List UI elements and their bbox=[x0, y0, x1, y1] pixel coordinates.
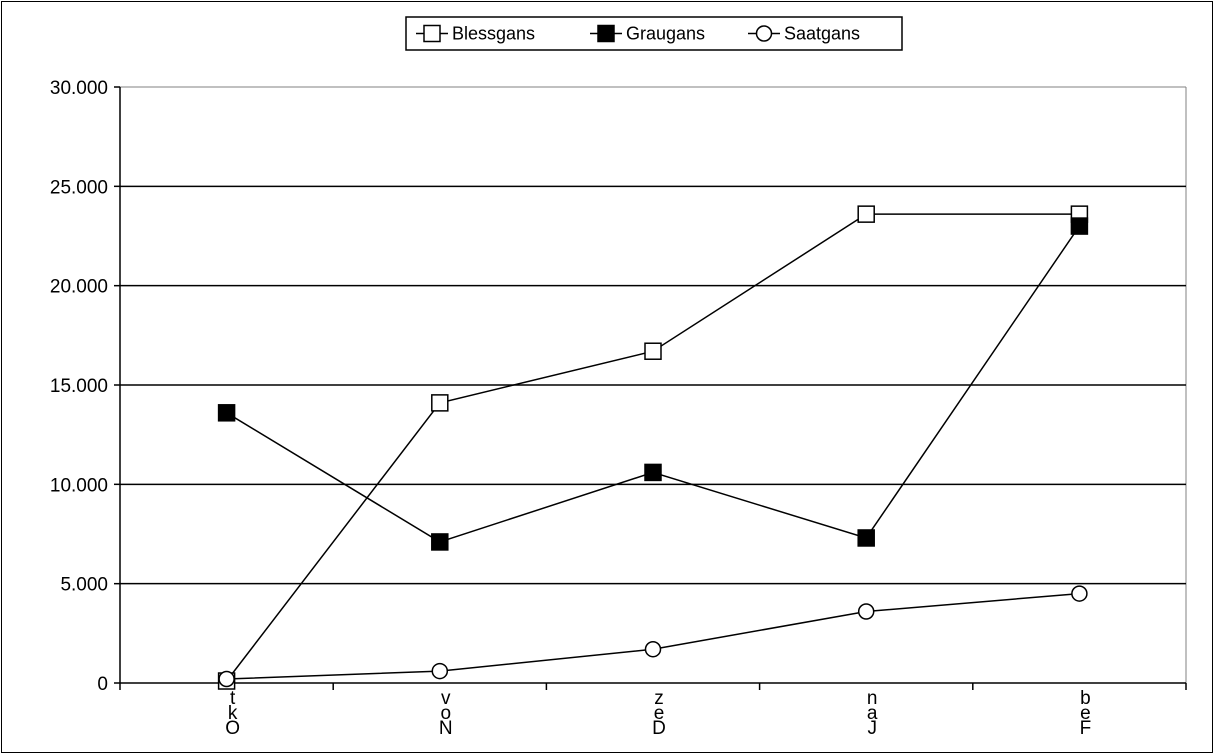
series-line bbox=[226, 225, 1081, 543]
legend-marker bbox=[423, 24, 441, 43]
x-category-label-char: F bbox=[1080, 718, 1092, 739]
data-point bbox=[1070, 217, 1089, 235]
x-category-label-char: v bbox=[441, 688, 451, 709]
axes: 0 5.000 10.000 15.000 20.000 25.000 30.000 tkOv… bbox=[50, 78, 1187, 739]
data-point bbox=[218, 670, 235, 688]
x-category-label-char: e bbox=[1080, 703, 1091, 724]
legend-box bbox=[405, 16, 903, 51]
x-category-label-char: D bbox=[652, 718, 666, 739]
x-category-label-char: o bbox=[441, 703, 452, 724]
data-point bbox=[1071, 585, 1088, 602]
y-tick-label: 30.000 bbox=[50, 78, 108, 99]
y-tick-label: 5.000 bbox=[60, 575, 108, 596]
data-point bbox=[644, 342, 662, 360]
x-category-label-char: k bbox=[228, 703, 238, 724]
grid-lines bbox=[120, 86, 1187, 683]
legend-label: Saatgans bbox=[784, 24, 860, 44]
data-point bbox=[431, 533, 449, 551]
legend-marker bbox=[597, 24, 615, 43]
series-saatgans bbox=[218, 585, 1088, 688]
series-line bbox=[226, 213, 1080, 682]
series-blessgans bbox=[217, 205, 1089, 690]
legend-label: Blessgans bbox=[452, 24, 535, 44]
data-point bbox=[857, 205, 875, 223]
y-tick-label: 0 bbox=[97, 674, 108, 695]
y-tick-label: 20.000 bbox=[50, 277, 108, 298]
legend-label: Graugans bbox=[626, 24, 705, 44]
data-point bbox=[217, 404, 236, 422]
data-point bbox=[431, 394, 449, 412]
data-point bbox=[431, 662, 449, 680]
x-category-label-char: O bbox=[225, 718, 240, 739]
legend: Blessgans Graugans Saatgans bbox=[405, 16, 903, 51]
series-lines bbox=[217, 205, 1089, 690]
x-category-label-char: b bbox=[1080, 688, 1091, 709]
x-category-label-char: N bbox=[439, 718, 453, 739]
x-category-label-char: J bbox=[867, 718, 877, 739]
series-line bbox=[226, 592, 1080, 680]
x-category-label-char: a bbox=[867, 703, 878, 724]
x-category-label-char: e bbox=[654, 703, 665, 724]
data-point bbox=[644, 640, 662, 658]
data-point bbox=[857, 529, 875, 547]
y-tick-label: 10.000 bbox=[50, 475, 108, 496]
x-category-label-char: t bbox=[230, 688, 236, 709]
legend-marker bbox=[755, 25, 773, 42]
data-point bbox=[644, 463, 662, 482]
x-category-label-char: z bbox=[654, 688, 664, 709]
series-graugans bbox=[217, 217, 1089, 551]
data-point bbox=[857, 603, 875, 620]
x-category-label-char: n bbox=[867, 688, 878, 709]
y-tick-label: 15.000 bbox=[50, 376, 108, 397]
y-tick-label: 25.000 bbox=[50, 177, 108, 198]
